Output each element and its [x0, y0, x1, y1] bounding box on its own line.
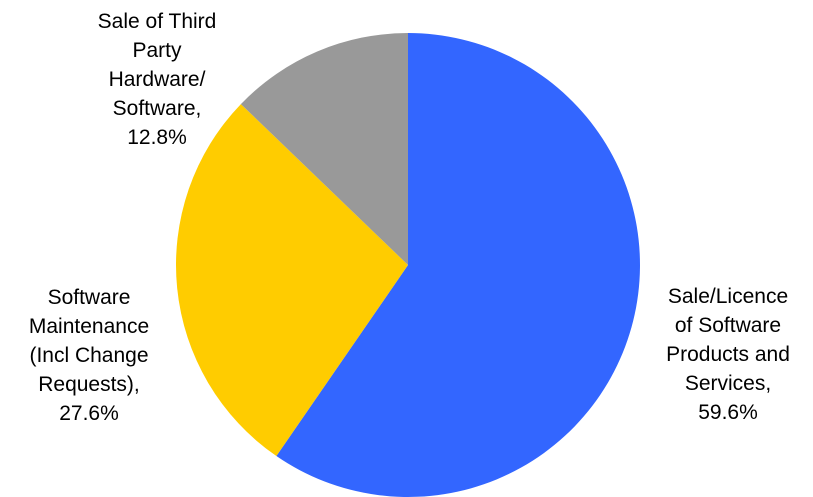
slice-label-line: Sale of Third [98, 10, 217, 33]
slice-label-line: Maintenance [29, 315, 149, 338]
slice-label-2: Software Maintenance (Incl Change Requests)… [29, 286, 149, 425]
slice-label-line: Party [132, 39, 182, 62]
slice-label-3: Sale of Third Party Hardware/Software, 12.8… [98, 10, 217, 149]
slice-label-line: 27.6% [59, 402, 119, 425]
slice-label-line: Software, [113, 97, 202, 120]
slices-layer [175, 32, 640, 497]
slice-label-line: Requests), [38, 373, 140, 396]
pie-slice-2 [175, 104, 408, 457]
slice-label-line: (Incl Change [29, 344, 148, 367]
pie-slice-3 [240, 32, 408, 265]
slice-label-line: Services, [685, 372, 771, 395]
pie-slice-1 [276, 33, 640, 497]
slice-label-1: Sale/Licence of Software Products and Servi… [666, 285, 790, 424]
slice-label-line: Products and [666, 343, 790, 366]
slice-label-line: 59.6% [698, 401, 758, 424]
labels-layer: Sale/Licence of Software Products and Servi… [29, 10, 790, 425]
slice-label-line: Hardware/ [109, 68, 206, 91]
slice-label-line: Software [48, 286, 131, 309]
slice-label-line: 12.8% [127, 126, 187, 149]
slice-label-line: Sale/Licence [668, 285, 788, 308]
slice-label-line: of Software [675, 314, 781, 337]
